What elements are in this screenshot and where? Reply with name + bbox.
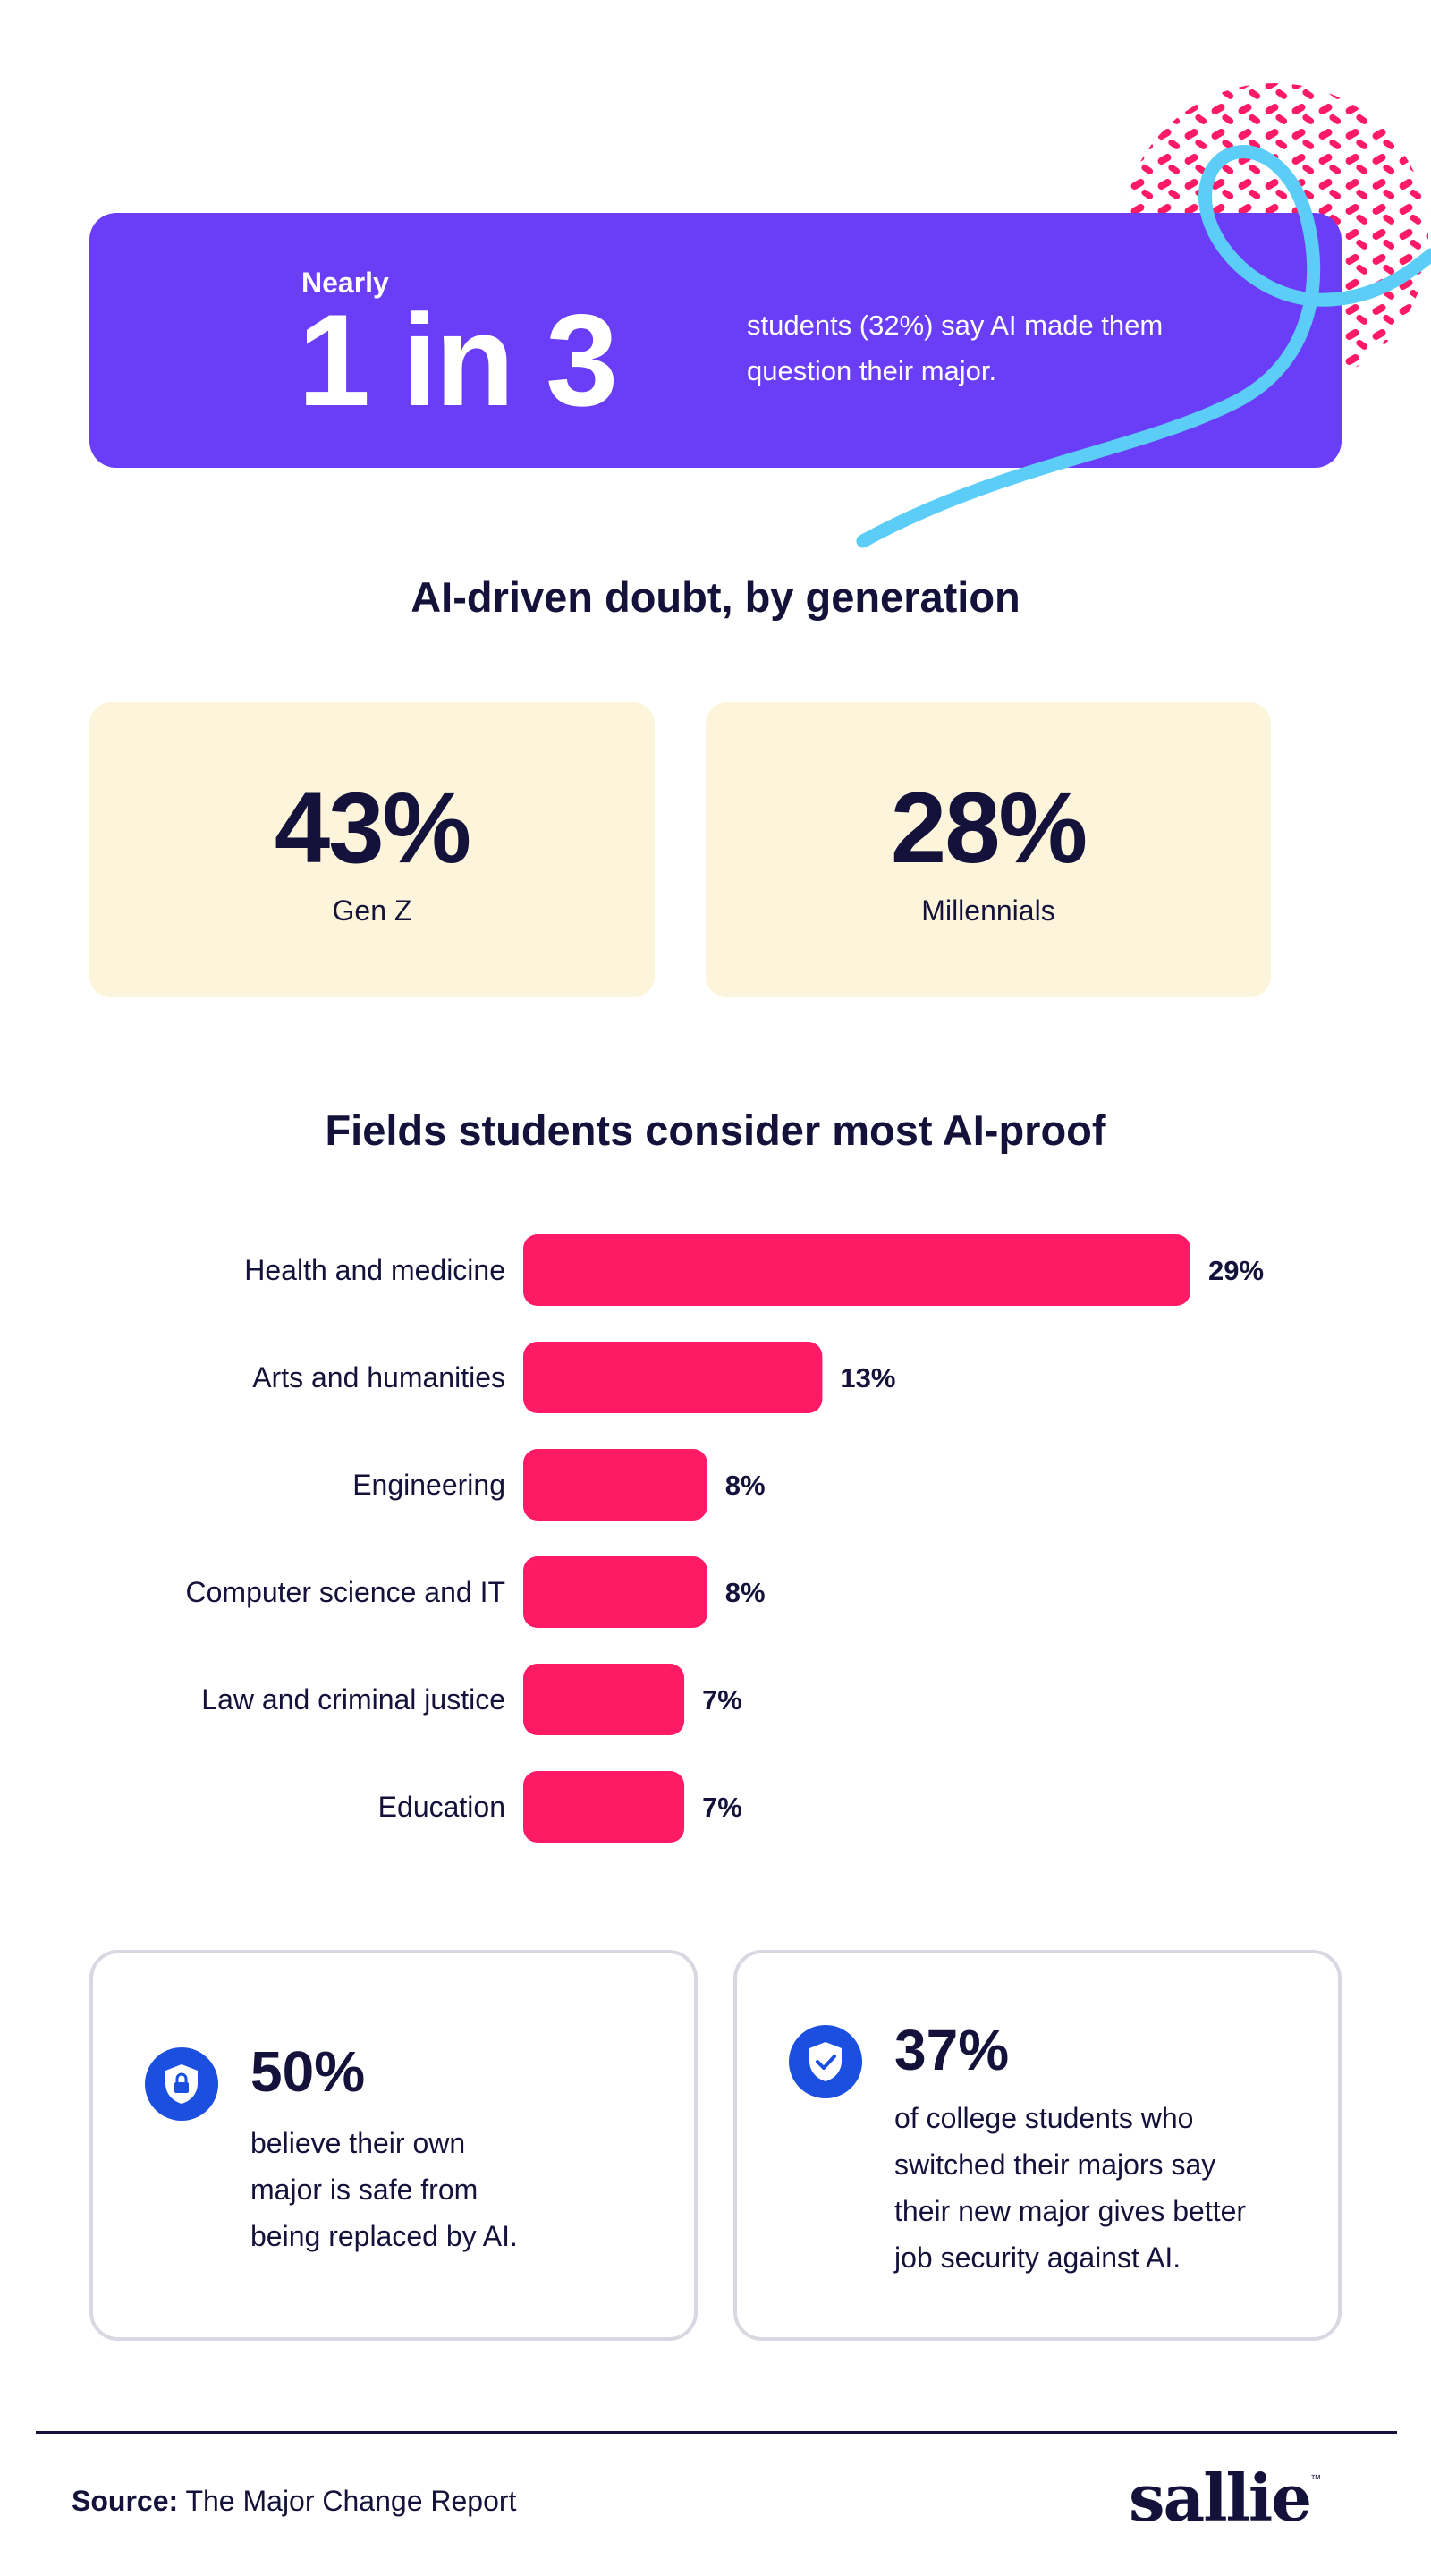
bar-category-label: Education: [378, 1791, 505, 1823]
source-label: Source:: [72, 2485, 179, 2517]
bar-value-label: 29%: [1208, 1255, 1264, 1286]
bar-category-label: Arts and humanities: [252, 1361, 505, 1394]
hero-eyebrow: Nearly: [301, 267, 389, 299]
stat-line: of college students who: [894, 2102, 1194, 2134]
hero-big-stat: 1 in 3: [298, 287, 618, 433]
gen-z-value: 43%: [274, 772, 471, 884]
footer-divider: [36, 2431, 1397, 2434]
bar: [523, 1342, 823, 1413]
bar-category-label: Health and medicine: [244, 1254, 505, 1286]
bar-value-label: 13%: [840, 1362, 895, 1394]
millennials-value: 28%: [890, 772, 1088, 884]
stat-line: their new major gives better: [894, 2195, 1247, 2227]
bar: [523, 1234, 1190, 1306]
fields-bar-chart: Health and medicine 29% Arts and humanitie…: [186, 1234, 1264, 1843]
stat-line: believe their own: [250, 2127, 466, 2159]
millennials-label: Millennials: [921, 894, 1055, 927]
fields-section-title: Fields students consider most AI-proof: [325, 1106, 1106, 1154]
logo-trademark: ™: [1310, 2472, 1321, 2485]
logo-word: sallie: [1129, 2460, 1312, 2536]
millennials-card: 28% Millennials: [706, 702, 1271, 997]
bar: [523, 1556, 707, 1628]
bar-category-label: Computer science and IT: [186, 1576, 506, 1608]
bar: [523, 1664, 685, 1735]
bar-value-label: 7%: [702, 1792, 742, 1823]
lock-shield-icon: [145, 2047, 218, 2121]
generation-section-title: AI-driven doubt, by generation: [411, 573, 1020, 621]
stat-text-switched-major: of college students who switched their m…: [894, 2095, 1246, 2281]
hero-description: students (32%) say AI made them question…: [747, 309, 1164, 386]
source-text: The Major Change Report: [178, 2485, 517, 2517]
stat-card-switched-major: 37% of college students who switched the…: [733, 1950, 1342, 2341]
bar-category-label: Law and criminal justice: [201, 1683, 505, 1716]
bar-value-label: 7%: [702, 1684, 742, 1716]
sallie-logo: sallie™: [1129, 2460, 1321, 2536]
gen-z-label: Gen Z: [332, 894, 412, 927]
bar-value-label: 8%: [725, 1577, 766, 1608]
stat-value-safe-major: 50%: [250, 2039, 366, 2104]
stat-line: major is safe from: [250, 2174, 478, 2206]
bar: [523, 1771, 685, 1843]
stat-value-switched-major: 37%: [894, 2018, 1010, 2082]
bar: [523, 1449, 707, 1521]
stat-line: switched their majors say: [894, 2148, 1216, 2181]
bar-value-label: 8%: [725, 1470, 766, 1501]
check-shield-icon: [789, 2025, 862, 2098]
bar-category-label: Engineering: [352, 1469, 505, 1501]
stat-line: being replaced by AI.: [250, 2220, 518, 2252]
hero-banner: Nearly 1 in 3 students (32%) say AI made…: [89, 213, 1342, 468]
source-note: Source: The Major Change Report: [72, 2485, 516, 2518]
stat-card-safe-major: 50% believe their own major is safe from…: [89, 1950, 698, 2341]
gen-z-card: 43% Gen Z: [89, 702, 655, 997]
stat-text-safe-major: believe their own major is safe from bei…: [250, 2120, 518, 2259]
stat-line: job security against AI.: [894, 2241, 1181, 2274]
